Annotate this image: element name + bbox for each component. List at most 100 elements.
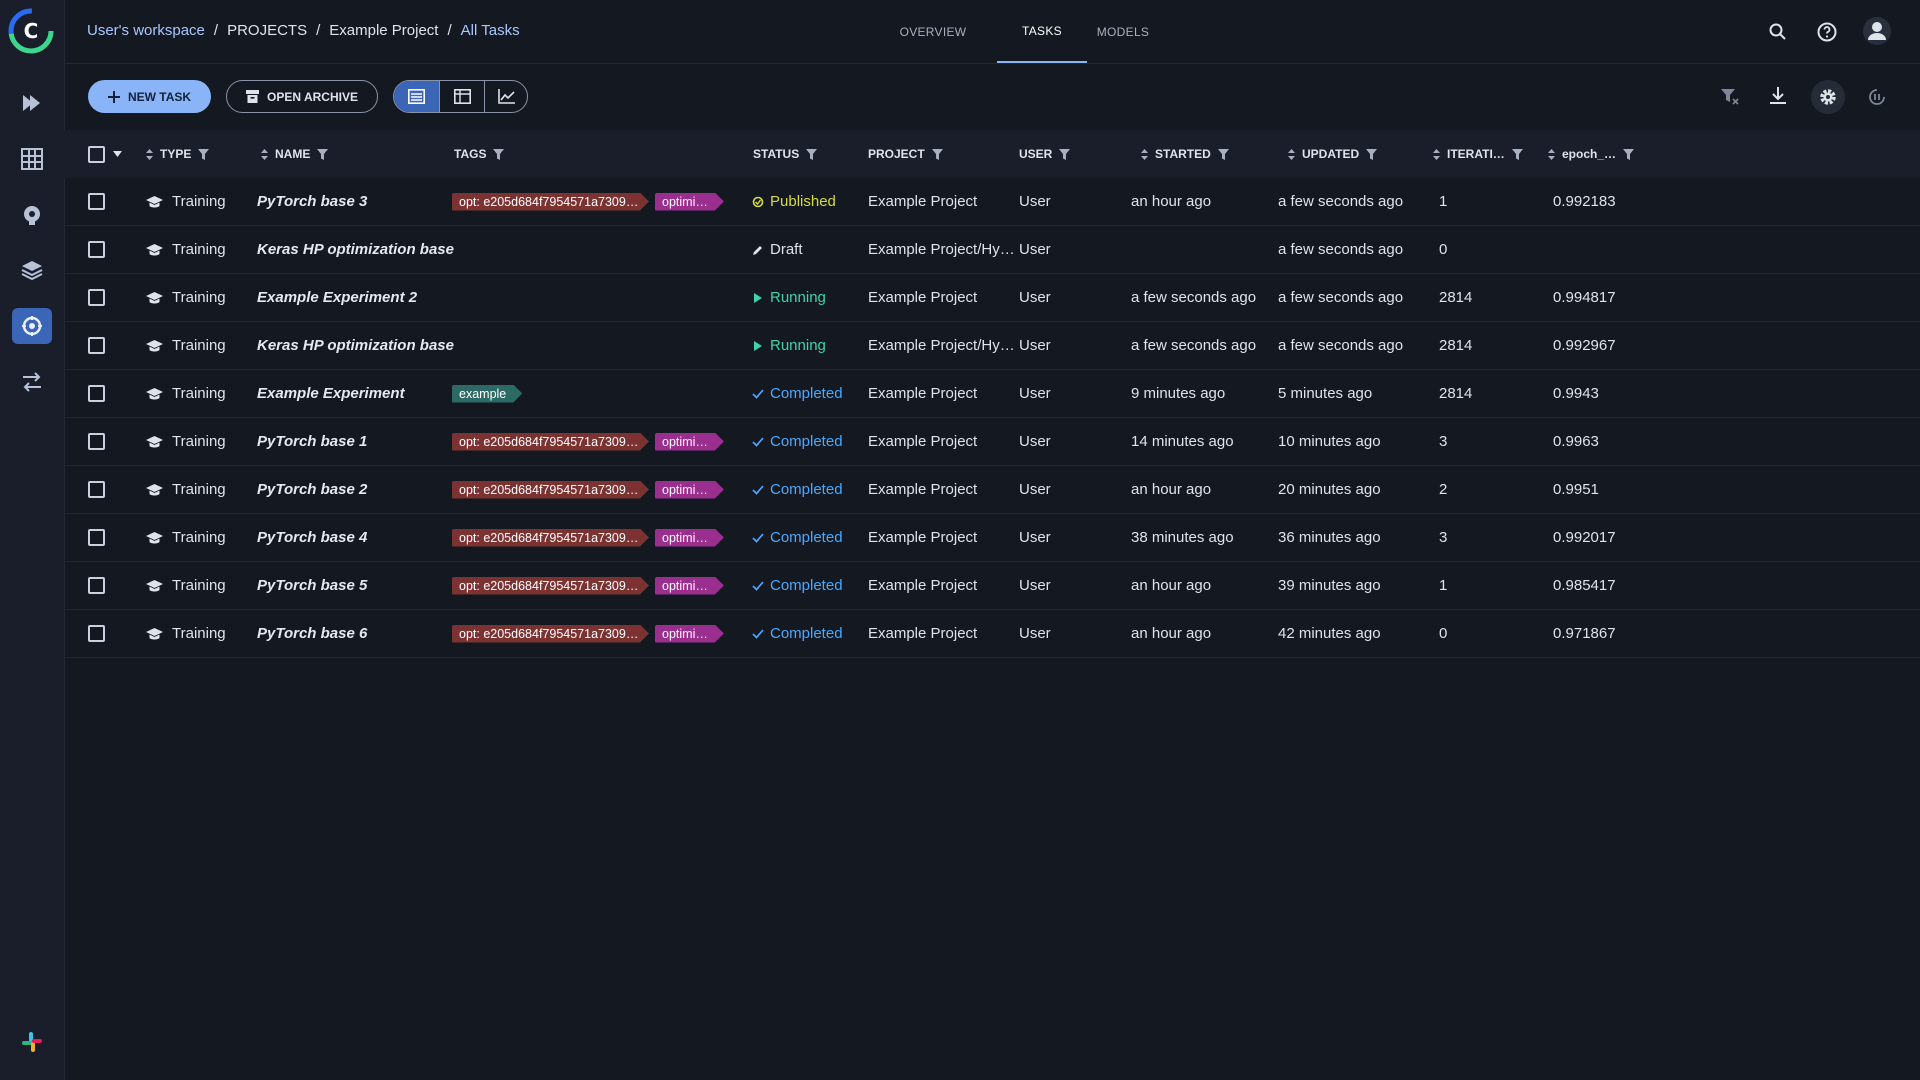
status-icon-shape xyxy=(752,436,764,447)
tag[interactable]: optimi… xyxy=(655,577,724,595)
column-header[interactable]: STARTED xyxy=(1141,130,1229,178)
filter-icon[interactable] xyxy=(198,148,210,160)
column-header[interactable]: epoch_… xyxy=(1548,130,1635,178)
help-icon[interactable] xyxy=(1816,21,1838,43)
column-header[interactable]: NAME xyxy=(261,130,329,178)
column-header[interactable]: TYPE xyxy=(146,130,210,178)
search-icon[interactable] xyxy=(1768,22,1788,42)
tag[interactable]: optimi… xyxy=(655,481,724,499)
task-name[interactable]: PyTorch base 3 xyxy=(257,193,368,210)
nav-pipelines[interactable] xyxy=(20,92,44,114)
filter-icon[interactable] xyxy=(1059,148,1071,160)
breadcrumb[interactable]: Example Project xyxy=(329,22,439,39)
table-row[interactable]: Training Keras HP optimization base Draft E… xyxy=(64,226,1920,274)
breadcrumb[interactable]: All Tasks xyxy=(460,22,520,39)
details-view-button[interactable] xyxy=(439,81,485,112)
select-all-checkbox[interactable] xyxy=(88,145,105,163)
user-avatar[interactable] xyxy=(1863,17,1891,45)
column-header[interactable]: UPDATED xyxy=(1288,130,1378,178)
status-cell: Draft xyxy=(752,226,803,273)
tag[interactable]: opt: e205d684f7954571a7309… xyxy=(452,193,649,211)
nav-tab[interactable]: OVERVIEW xyxy=(898,0,968,63)
table-view-button[interactable] xyxy=(394,81,439,112)
filter-icon[interactable] xyxy=(1623,148,1635,160)
slack-icon[interactable] xyxy=(21,1031,43,1053)
filter-icon[interactable] xyxy=(806,148,818,160)
nav-tab[interactable]: TASKS xyxy=(997,0,1087,63)
nav-models[interactable] xyxy=(20,259,44,281)
table-row[interactable]: Training PyTorch base 2 opt: e205d684f7954… xyxy=(64,466,1920,514)
filter-icon[interactable] xyxy=(1511,148,1523,160)
table-row[interactable]: Training Example Experiment example Complet… xyxy=(64,370,1920,418)
tag[interactable]: optimi… xyxy=(655,193,724,211)
nav-experiments-active[interactable] xyxy=(12,308,52,344)
column-header[interactable]: STATUS xyxy=(753,130,818,178)
project-cell: Example Project xyxy=(868,577,978,594)
task-name[interactable]: Keras HP optimization base xyxy=(257,241,454,258)
task-name[interactable]: PyTorch base 5 xyxy=(257,577,368,594)
filter-icon[interactable] xyxy=(493,148,505,160)
tag[interactable]: opt: e205d684f7954571a7309… xyxy=(452,577,649,595)
nav-tab[interactable]: MODELS xyxy=(1090,0,1156,63)
column-header[interactable]: USER xyxy=(1019,130,1071,178)
table-row[interactable]: Training Example Experiment 2 Running Examp… xyxy=(64,274,1920,322)
updated-cell: 39 minutes ago xyxy=(1278,577,1381,594)
row-checkbox[interactable] xyxy=(88,625,105,642)
filter-icon[interactable] xyxy=(1366,148,1378,160)
task-name[interactable]: PyTorch base 6 xyxy=(257,625,368,642)
tag[interactable]: opt: e205d684f7954571a7309… xyxy=(452,433,649,451)
task-name[interactable]: Example Experiment xyxy=(257,385,405,402)
column-header[interactable]: TAGS xyxy=(454,130,505,178)
auto-refresh-icon[interactable] xyxy=(1866,86,1888,108)
tag[interactable]: optimi… xyxy=(655,529,724,547)
task-name[interactable]: PyTorch base 4 xyxy=(257,529,368,546)
nav-orchestration[interactable] xyxy=(20,371,44,393)
row-checkbox[interactable] xyxy=(88,241,105,258)
download-icon[interactable] xyxy=(1768,86,1788,106)
nav-datasets[interactable] xyxy=(20,204,44,226)
clear-filter-icon[interactable] xyxy=(1720,87,1740,107)
task-name[interactable]: PyTorch base 1 xyxy=(257,433,368,450)
tag[interactable]: opt: e205d684f7954571a7309… xyxy=(452,529,649,547)
compare-view-button[interactable] xyxy=(484,81,527,112)
settings-button[interactable] xyxy=(1811,80,1845,114)
open-archive-button[interactable]: OPEN ARCHIVE xyxy=(226,80,378,113)
row-checkbox[interactable] xyxy=(88,385,105,402)
nav-dashboard[interactable] xyxy=(21,148,43,170)
tag[interactable]: optimi… xyxy=(655,433,724,451)
row-checkbox[interactable] xyxy=(88,289,105,306)
filter-icon[interactable] xyxy=(1217,148,1229,160)
row-checkbox[interactable] xyxy=(88,337,105,354)
new-task-button[interactable]: NEW TASK xyxy=(88,80,211,113)
table-row[interactable]: Training PyTorch base 1 opt: e205d684f7954… xyxy=(64,418,1920,466)
funnel xyxy=(1511,149,1523,160)
row-checkbox[interactable] xyxy=(88,481,105,498)
tag[interactable]: example xyxy=(452,385,522,403)
filter-icon[interactable] xyxy=(317,148,329,160)
started-cell: an hour ago xyxy=(1131,577,1212,594)
row-checkbox[interactable] xyxy=(88,433,105,450)
row-checkbox[interactable] xyxy=(88,577,105,594)
row-checkbox[interactable] xyxy=(88,193,105,210)
table-row[interactable]: Training PyTorch base 3 opt: e205d684f7954… xyxy=(64,178,1920,226)
table-row[interactable]: Training PyTorch base 4 opt: e205d684f7954… xyxy=(64,514,1920,562)
tag[interactable]: optimi… xyxy=(655,625,724,643)
column-header[interactable]: ITERATI… xyxy=(1433,130,1523,178)
top-bar: User's workspace / PROJECTS / Example Projec… xyxy=(64,0,1920,64)
tag[interactable]: opt: e205d684f7954571a7309… xyxy=(452,481,649,499)
epoch-cell: 0.992017 xyxy=(1553,529,1616,546)
row-checkbox[interactable] xyxy=(88,529,105,546)
task-name[interactable]: Keras HP optimization base xyxy=(257,337,454,354)
filter-icon[interactable] xyxy=(931,148,943,160)
task-name[interactable]: PyTorch base 2 xyxy=(257,481,368,498)
breadcrumb[interactable]: PROJECTS xyxy=(227,22,308,39)
column-header[interactable]: PROJECT xyxy=(868,130,943,178)
tag[interactable]: opt: e205d684f7954571a7309… xyxy=(452,625,649,643)
table-row[interactable]: Training PyTorch base 6 opt: e205d684f7954… xyxy=(64,610,1920,658)
select-dropdown[interactable] xyxy=(113,151,122,157)
task-name[interactable]: Example Experiment 2 xyxy=(257,289,418,306)
table-row[interactable]: Training Keras HP optimization base Runnin… xyxy=(64,322,1920,370)
logo[interactable]: C xyxy=(8,8,54,54)
breadcrumb[interactable]: User's workspace xyxy=(87,22,205,39)
table-row[interactable]: Training PyTorch base 5 opt: e205d684f7954… xyxy=(64,562,1920,610)
